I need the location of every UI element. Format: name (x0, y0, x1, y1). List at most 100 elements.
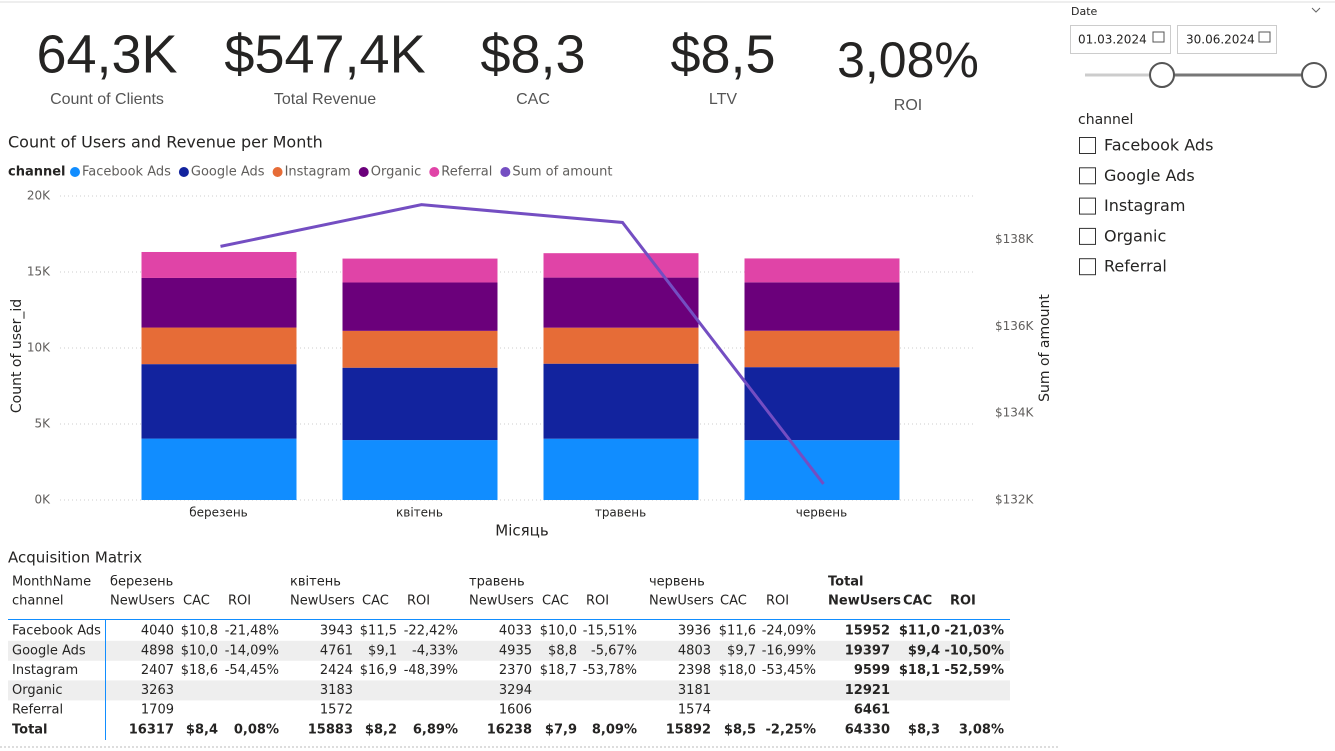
start-date[interactable]: 01.03.2024 (1078, 33, 1147, 47)
row-label: Google Ads (12, 643, 86, 658)
row-band (8, 680, 1010, 701)
cell: 15892 (666, 723, 711, 738)
cell: -54,45% (225, 663, 279, 678)
end-date[interactable]: 30.06.2024 (1186, 33, 1255, 47)
cell: $18,6 (181, 663, 218, 678)
column-header: NewUsers (469, 594, 534, 609)
cell: 1606 (499, 703, 532, 718)
cell: 1572 (320, 703, 353, 718)
column-group: березень (110, 575, 173, 590)
column-group: червень (649, 575, 705, 590)
cell: $9,7 (727, 643, 756, 658)
legend-marker (272, 167, 283, 177)
column-header: CAC (542, 594, 569, 609)
bar-segment (141, 277, 297, 328)
bar-segment (342, 440, 498, 500)
bar-segment (744, 330, 900, 368)
start-date-box[interactable] (1070, 25, 1171, 54)
slicer-item[interactable]: Instagram (1104, 196, 1185, 215)
date-slicer-title: Date (1071, 5, 1098, 18)
calendar-icon[interactable] (1258, 31, 1271, 43)
cell: 1709 (141, 703, 174, 718)
y2-tick-label: $132K (995, 493, 1035, 507)
checkbox[interactable] (1079, 167, 1096, 185)
cell: 3943 (320, 624, 353, 639)
cell: $8,5 (724, 723, 756, 738)
x-tick-label: травень (595, 506, 646, 520)
bar-segment (141, 364, 297, 439)
bar-segment (543, 253, 699, 278)
column-group: травень (469, 575, 525, 590)
cell: 12921 (845, 683, 890, 698)
bar-segment (342, 330, 498, 368)
cell: 2370 (499, 663, 532, 678)
cell: $11,5 (360, 624, 397, 639)
cell: -15,51% (583, 624, 637, 639)
cell: $10,8 (181, 624, 218, 639)
cell: -48,39% (404, 663, 458, 678)
bar-segment (744, 367, 900, 441)
cell: $9,4 (908, 643, 940, 658)
column-group: квітень (290, 575, 341, 590)
cell: -5,67% (591, 643, 637, 658)
column-header: ROI (950, 594, 976, 609)
slicer-item[interactable]: Facebook Ads (1104, 136, 1213, 155)
column-header: CAC (183, 594, 210, 609)
column-header: ROI (766, 594, 789, 609)
row-header: MonthName (12, 575, 91, 590)
bar-segment (543, 327, 699, 364)
kpi-value: 64,3K (36, 24, 177, 84)
bar-segment (342, 258, 498, 283)
cell: $18,7 (540, 663, 577, 678)
calendar-icon[interactable] (1152, 31, 1165, 43)
cell: $11,0 (899, 624, 940, 639)
kpi-value: $547,4K (224, 24, 425, 84)
row-label: Instagram (12, 663, 78, 678)
cell: -52,59% (944, 663, 1004, 678)
cell: $18,0 (719, 663, 756, 678)
x-axis-label: Місяць (495, 522, 548, 540)
row-label: Organic (12, 683, 63, 698)
slider-handle[interactable] (1301, 62, 1327, 88)
cell: -10,50% (944, 643, 1004, 658)
cell: 4040 (141, 624, 174, 639)
column-header: NewUsers (110, 594, 175, 609)
cell: 0,08% (234, 723, 279, 738)
cell: 19397 (845, 643, 890, 658)
checkbox[interactable] (1079, 197, 1096, 215)
bar-segment (744, 282, 900, 331)
checkbox[interactable] (1079, 258, 1096, 276)
cell: 2424 (320, 663, 353, 678)
slicer-item[interactable]: Google Ads (1104, 166, 1195, 185)
bar-segment (543, 363, 699, 439)
column-header: NewUsers (290, 594, 355, 609)
y-axis-label: Count of user_id (9, 299, 25, 413)
row-label: Referral (12, 703, 63, 718)
bar-segment (543, 277, 699, 328)
cell: 6,89% (413, 723, 458, 738)
bar-segment (141, 251, 297, 278)
collapse-icon[interactable] (1311, 7, 1321, 13)
kpi-label: Count of Clients (50, 91, 164, 108)
cell: $11,6 (719, 624, 756, 639)
x-tick-label: березень (189, 506, 247, 520)
slider-handle[interactable] (1149, 62, 1175, 88)
cell: 3936 (678, 624, 711, 639)
cell: $8,8 (548, 643, 577, 658)
checkbox[interactable] (1079, 137, 1096, 154)
slicer-item[interactable]: Organic (1104, 226, 1166, 245)
cell: 6461 (854, 703, 890, 718)
bar-segment (744, 258, 900, 283)
cell: $8,4 (186, 723, 218, 738)
cell: -21,03% (944, 624, 1004, 639)
legend-marker (429, 167, 440, 177)
cell: -4,33% (412, 643, 458, 658)
legend-label: Organic (371, 165, 422, 180)
end-date-box[interactable] (1177, 25, 1277, 54)
cell: 3183 (320, 683, 353, 698)
checkbox[interactable] (1079, 227, 1096, 245)
bar-segment (744, 440, 900, 500)
line (220, 203, 825, 485)
slicer-item[interactable]: Referral (1104, 257, 1167, 276)
kpi-label: ROI (894, 97, 922, 114)
